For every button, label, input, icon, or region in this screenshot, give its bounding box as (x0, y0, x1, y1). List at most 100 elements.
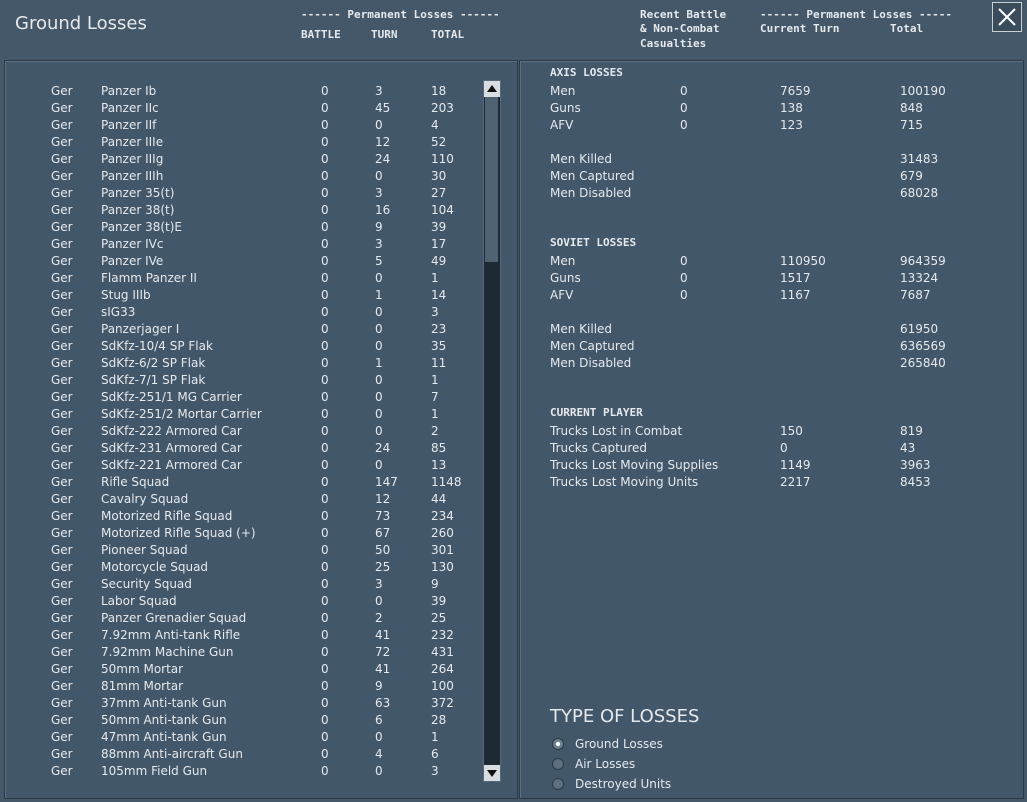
battle-losses: 0 (321, 713, 329, 727)
total-losses: 234 (431, 509, 454, 523)
radio-button[interactable] (552, 738, 564, 750)
turn-losses: 0 (375, 373, 383, 387)
turn-losses: 25 (375, 560, 391, 574)
truck-cell: 0 (780, 441, 788, 455)
scroll-up[interactable] (484, 81, 500, 97)
total-losses: 9 (431, 577, 439, 591)
turn-losses: 0 (375, 594, 383, 608)
nation: Ger (51, 526, 73, 540)
loss-cell: 0 (680, 254, 688, 268)
unit-name: Panzer 38(t)E (101, 220, 183, 234)
nation: Ger (51, 237, 73, 251)
unit-name: Panzer Grenadier Squad (101, 611, 247, 625)
loss-cell: 100190 (900, 84, 946, 98)
loss-cell: 138 (780, 101, 803, 115)
total-losses: 35 (431, 339, 447, 353)
turn-losses: 0 (375, 305, 383, 319)
nation: Ger (51, 458, 73, 472)
turn-losses: 3 (375, 237, 383, 251)
unit-name: Panzer IIf (101, 118, 157, 132)
total-losses: 1 (431, 407, 439, 421)
battle-losses: 0 (321, 594, 329, 608)
radio-label[interactable]: Ground Losses (575, 737, 663, 751)
unit-name: 7.92mm Machine Gun (101, 645, 234, 659)
truck-cell: 819 (900, 424, 923, 438)
unit-name: Flamm Panzer II (101, 271, 197, 285)
recent-header: Casualties (640, 37, 707, 50)
scroll-down[interactable] (484, 765, 500, 781)
unit-name: 7.92mm Anti-tank Rifle (101, 628, 241, 642)
nation: Ger (51, 135, 73, 149)
turn-losses: 0 (375, 730, 383, 744)
unit-name: 47mm Anti-tank Gun (101, 730, 227, 744)
detail-cell: 679 (900, 169, 923, 183)
nation: Ger (51, 475, 73, 489)
unit-name: Panzer 35(t) (101, 186, 175, 200)
radio-label[interactable]: Destroyed Units (575, 777, 672, 791)
turn-losses: 3 (375, 186, 383, 200)
battle-losses: 0 (321, 696, 329, 710)
nation: Ger (51, 407, 73, 421)
loss-cell: 7659 (780, 84, 811, 98)
nation: Ger (51, 169, 73, 183)
turn-losses: 4 (375, 747, 383, 761)
battle-losses: 0 (321, 101, 329, 115)
turn-losses: 0 (375, 271, 383, 285)
battle-losses: 0 (321, 288, 329, 302)
battle-losses: 0 (321, 475, 329, 489)
battle-losses: 0 (321, 407, 329, 421)
total-losses: 1 (431, 271, 439, 285)
radio-label[interactable]: Air Losses (575, 757, 636, 771)
scroll-thumb[interactable] (485, 97, 498, 262)
truck-cell: 3963 (900, 458, 931, 472)
unit-name: 50mm Anti-tank Gun (101, 713, 227, 727)
scrollbar[interactable] (483, 80, 501, 782)
battle-losses: 0 (321, 662, 329, 676)
close-button[interactable] (992, 2, 1022, 32)
unit-name: Security Squad (101, 577, 192, 591)
detail-cell: Men Captured (550, 169, 635, 183)
nation: Ger (51, 696, 73, 710)
radio-button[interactable] (552, 778, 564, 790)
nation: Ger (51, 220, 73, 234)
battle-losses: 0 (321, 764, 329, 778)
battle-losses: 0 (321, 220, 329, 234)
loss-cell: 7687 (900, 288, 931, 302)
nation: Ger (51, 560, 73, 574)
section-title: AXIS LOSSES (550, 66, 623, 79)
total-losses: 203 (431, 101, 454, 115)
section-title: TYPE OF LOSSES (550, 706, 700, 727)
detail-cell: Men Disabled (550, 186, 632, 200)
unit-name: 37mm Anti-tank Gun (101, 696, 227, 710)
loss-cell: Guns (550, 101, 581, 115)
total-losses: 11 (431, 356, 447, 370)
loss-cell: 848 (900, 101, 923, 115)
total-losses: 23 (431, 322, 447, 336)
loss-cell: Men (550, 254, 576, 268)
nation: Ger (51, 271, 73, 285)
loss-cell: AFV (550, 288, 574, 302)
radio-button[interactable] (552, 758, 564, 770)
column-header: BATTLE (301, 28, 341, 41)
turn-losses: 41 (375, 628, 391, 642)
battle-losses: 0 (321, 390, 329, 404)
column-header: TOTAL (431, 28, 465, 41)
battle-losses: 0 (321, 509, 329, 523)
detail-cell: Men Disabled (550, 356, 632, 370)
total-losses: 30 (431, 169, 447, 183)
battle-losses: 0 (321, 305, 329, 319)
column-header: Current Turn (760, 22, 840, 35)
battle-losses: 0 (321, 730, 329, 744)
turn-losses: 0 (375, 118, 383, 132)
battle-losses: 0 (321, 747, 329, 761)
nation: Ger (51, 441, 73, 455)
total-losses: 264 (431, 662, 454, 676)
total-losses: 39 (431, 594, 447, 608)
truck-cell: 150 (780, 424, 803, 438)
loss-cell: 13324 (900, 271, 939, 285)
turn-losses: 0 (375, 424, 383, 438)
nation: Ger (51, 424, 73, 438)
battle-losses: 0 (321, 118, 329, 132)
nation: Ger (51, 492, 73, 506)
turn-losses: 6 (375, 713, 383, 727)
